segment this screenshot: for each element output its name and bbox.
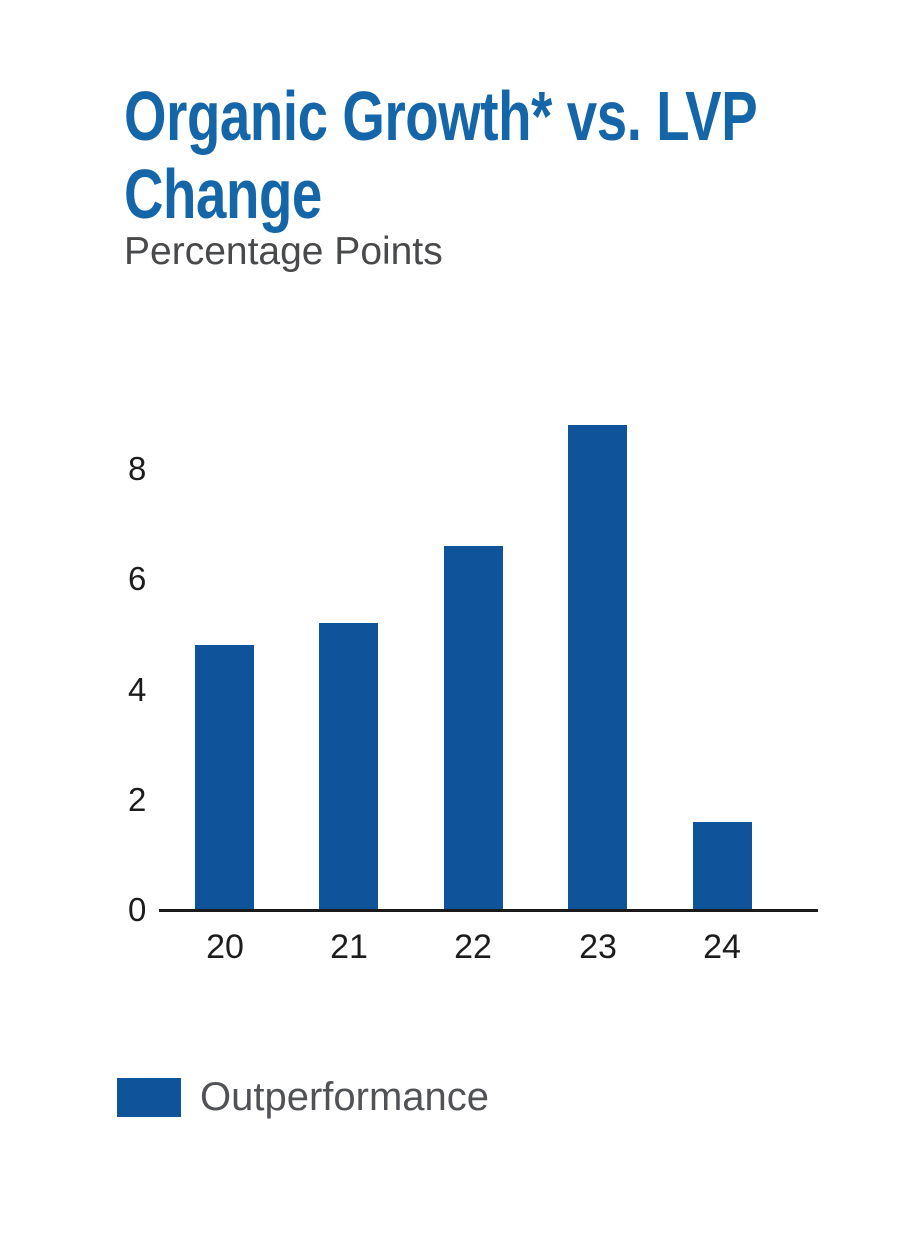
- x-axis-tick-label: 24: [703, 928, 741, 966]
- y-axis-tick-label: 8: [128, 450, 147, 487]
- x-axis-tick-label: 23: [579, 928, 617, 966]
- bar-22: [444, 546, 503, 910]
- chart-header: Organic Growth* vs. LVP Change: [124, 77, 910, 233]
- y-axis-tick-label: 4: [128, 670, 147, 708]
- chart-subtitle: Percentage Points: [124, 230, 443, 273]
- bar-23: [568, 425, 627, 910]
- y-axis-tick-label: 2: [128, 780, 147, 818]
- legend-label: Outperformance: [200, 1075, 490, 1119]
- x-axis-tick-label: 22: [454, 928, 492, 966]
- page-title-line-1: Organic Growth* vs. LVP: [124, 77, 758, 155]
- bar-24: [693, 822, 752, 910]
- x-axis-line: [159, 909, 818, 912]
- x-axis-tick-label: 20: [206, 928, 244, 966]
- y-axis-tick-label: 0: [128, 891, 147, 928]
- page-title-line-2: Change: [124, 155, 322, 233]
- x-axis-tick-label: 21: [330, 928, 368, 966]
- y-axis-tick-label: 6: [128, 560, 147, 598]
- bar-20: [195, 645, 254, 910]
- bar-21: [319, 623, 378, 910]
- legend-swatch: [117, 1078, 181, 1117]
